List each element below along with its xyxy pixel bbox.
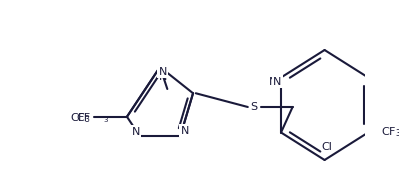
Text: N: N (132, 127, 140, 137)
Text: N: N (273, 76, 282, 86)
Text: CF: CF (76, 113, 91, 123)
Text: 3: 3 (103, 117, 108, 123)
Text: S: S (251, 102, 258, 112)
Text: N: N (132, 127, 140, 137)
Text: CF$_3$: CF$_3$ (70, 111, 91, 125)
Text: N: N (269, 76, 277, 86)
Text: Cl: Cl (321, 142, 332, 152)
Text: CF$_3$: CF$_3$ (381, 126, 399, 139)
Text: N: N (158, 67, 167, 77)
Text: N: N (158, 72, 167, 82)
Text: N: N (181, 126, 189, 136)
Text: S: S (251, 102, 258, 112)
Text: N: N (181, 126, 189, 136)
